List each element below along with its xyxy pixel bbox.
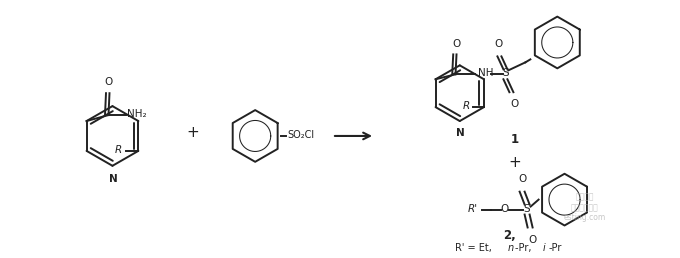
- Text: R': R': [468, 204, 478, 214]
- Text: R: R: [115, 145, 122, 155]
- Text: 1: 1: [511, 133, 519, 147]
- Text: O: O: [500, 204, 509, 214]
- Text: O: O: [105, 77, 113, 87]
- Text: O: O: [510, 99, 519, 109]
- Text: R' = Et,: R' = Et,: [455, 243, 495, 253]
- Text: +: +: [186, 125, 199, 140]
- Text: n: n: [508, 243, 514, 253]
- Text: O: O: [528, 235, 537, 245]
- Text: N: N: [456, 128, 465, 138]
- Text: i: i: [543, 243, 545, 253]
- Text: O: O: [452, 39, 460, 49]
- Text: O: O: [494, 39, 503, 50]
- Text: 青检测网
科研文献拆解
esting.com: 青检测网 科研文献拆解 esting.com: [563, 193, 606, 222]
- Text: NH₂: NH₂: [127, 109, 147, 119]
- Text: +: +: [508, 155, 521, 170]
- Text: -Pr,: -Pr,: [515, 243, 534, 253]
- Text: S: S: [524, 204, 530, 214]
- Text: R: R: [462, 101, 470, 111]
- Text: 2,: 2,: [503, 229, 516, 242]
- Text: -Pr: -Pr: [549, 243, 562, 253]
- Text: NH: NH: [479, 68, 494, 78]
- Text: N: N: [109, 174, 118, 184]
- Text: SO₂Cl: SO₂Cl: [287, 130, 314, 140]
- Text: O: O: [518, 174, 526, 184]
- Text: S: S: [502, 68, 509, 78]
